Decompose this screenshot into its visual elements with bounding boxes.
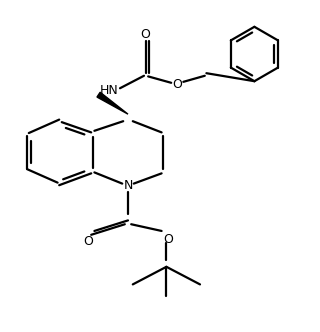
Text: O: O (141, 28, 150, 41)
Text: O: O (173, 78, 182, 91)
Polygon shape (97, 92, 128, 114)
Text: N: N (123, 179, 133, 192)
Text: O: O (163, 233, 173, 246)
Text: O: O (83, 235, 93, 248)
Text: HN: HN (100, 84, 118, 97)
